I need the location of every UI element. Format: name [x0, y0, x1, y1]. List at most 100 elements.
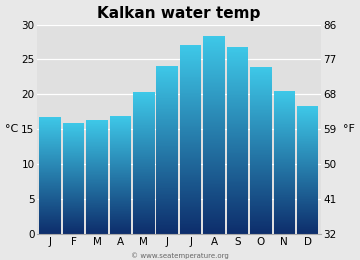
- Bar: [250, 121, 272, 122]
- Bar: [39, 126, 61, 127]
- Bar: [274, 126, 295, 127]
- Bar: [133, 199, 154, 200]
- Bar: [157, 88, 178, 89]
- Bar: [157, 78, 178, 79]
- Bar: [203, 208, 225, 209]
- Bar: [157, 75, 178, 76]
- Bar: [227, 132, 248, 133]
- Bar: [86, 221, 108, 222]
- Bar: [227, 99, 248, 100]
- Bar: [133, 149, 154, 150]
- Bar: [157, 207, 178, 208]
- Bar: [297, 208, 319, 209]
- Bar: [110, 194, 131, 195]
- Bar: [180, 181, 202, 182]
- Bar: [180, 164, 202, 165]
- Bar: [203, 122, 225, 123]
- Bar: [86, 211, 108, 212]
- Bar: [86, 228, 108, 229]
- Bar: [180, 53, 202, 54]
- Bar: [86, 122, 108, 123]
- Bar: [39, 121, 61, 122]
- Bar: [227, 122, 248, 124]
- Bar: [63, 190, 84, 191]
- Bar: [227, 155, 248, 156]
- Bar: [157, 103, 178, 104]
- Bar: [110, 169, 131, 170]
- Bar: [227, 150, 248, 151]
- Bar: [297, 155, 319, 156]
- Bar: [250, 186, 272, 187]
- Bar: [133, 218, 154, 219]
- Bar: [180, 194, 202, 195]
- Bar: [203, 110, 225, 112]
- Bar: [227, 80, 248, 81]
- Bar: [297, 221, 319, 222]
- Bar: [63, 212, 84, 213]
- Bar: [227, 124, 248, 125]
- Bar: [297, 130, 319, 131]
- Bar: [86, 195, 108, 196]
- Bar: [250, 96, 272, 97]
- Bar: [133, 104, 154, 105]
- Bar: [180, 77, 202, 79]
- Bar: [110, 160, 131, 161]
- Bar: [297, 143, 319, 144]
- Bar: [133, 212, 154, 213]
- Bar: [110, 142, 131, 143]
- Bar: [63, 187, 84, 188]
- Bar: [203, 89, 225, 90]
- Bar: [39, 176, 61, 177]
- Bar: [39, 175, 61, 176]
- Bar: [86, 193, 108, 194]
- Bar: [250, 176, 272, 177]
- Bar: [133, 167, 154, 168]
- Bar: [180, 83, 202, 84]
- Bar: [274, 193, 295, 194]
- Bar: [63, 216, 84, 217]
- Bar: [180, 160, 202, 161]
- Bar: [39, 223, 61, 224]
- Bar: [86, 227, 108, 228]
- Bar: [203, 68, 225, 69]
- Bar: [250, 166, 272, 167]
- Bar: [250, 204, 272, 205]
- Bar: [203, 233, 225, 234]
- Bar: [110, 129, 131, 130]
- Bar: [203, 154, 225, 155]
- Bar: [180, 68, 202, 69]
- Bar: [133, 210, 154, 211]
- Bar: [250, 107, 272, 108]
- Bar: [86, 128, 108, 129]
- Bar: [250, 206, 272, 207]
- Bar: [39, 161, 61, 162]
- Bar: [274, 177, 295, 178]
- Bar: [203, 164, 225, 165]
- Bar: [180, 152, 202, 153]
- Bar: [110, 118, 131, 119]
- Bar: [157, 91, 178, 92]
- Bar: [203, 124, 225, 125]
- Bar: [250, 196, 272, 197]
- Bar: [297, 175, 319, 176]
- Bar: [250, 161, 272, 162]
- Bar: [250, 97, 272, 98]
- Bar: [203, 119, 225, 120]
- Bar: [133, 120, 154, 121]
- Bar: [39, 136, 61, 137]
- Bar: [227, 153, 248, 154]
- Bar: [63, 205, 84, 206]
- Bar: [39, 120, 61, 121]
- Bar: [250, 139, 272, 140]
- Bar: [297, 117, 319, 118]
- Bar: [110, 202, 131, 203]
- Bar: [203, 54, 225, 55]
- Bar: [110, 127, 131, 128]
- Bar: [227, 107, 248, 108]
- Bar: [297, 116, 319, 117]
- Bar: [110, 136, 131, 137]
- Bar: [180, 140, 202, 141]
- Bar: [180, 66, 202, 67]
- Bar: [274, 149, 295, 150]
- Bar: [39, 196, 61, 197]
